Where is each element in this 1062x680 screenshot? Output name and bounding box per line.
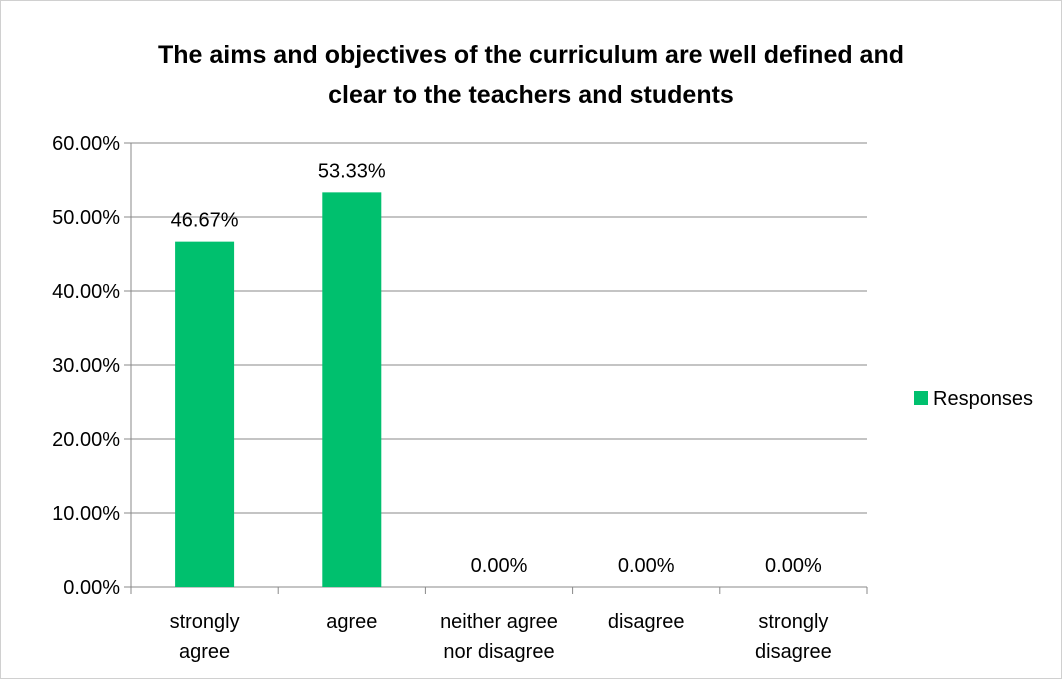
y-tick-label: 20.00% — [52, 429, 120, 451]
x-category-label: disagree — [755, 641, 832, 663]
y-tick-label: 10.00% — [52, 503, 120, 525]
data-label: 46.67% — [171, 210, 239, 232]
bars — [175, 192, 382, 587]
bar — [175, 241, 235, 587]
x-category-label: neither agree — [440, 611, 558, 633]
x-category-label: strongly — [758, 611, 828, 633]
chart-title: The aims and objectives of the curriculu… — [91, 35, 971, 115]
y-tick-label: 60.00% — [52, 133, 120, 155]
x-category-label: agree — [179, 641, 230, 663]
x-category-label: nor disagree — [443, 641, 554, 663]
gridlines — [131, 142, 867, 514]
x-category-label: agree — [326, 611, 377, 633]
data-label: 0.00% — [765, 555, 822, 577]
chart-title-line-2: clear to the teachers and students — [328, 81, 734, 109]
data-label: 0.00% — [471, 555, 528, 577]
labels: 0.00% 10.00% 20.00% 30.00% 40.00% 50.00% 60.00… — [52, 133, 832, 663]
bar — [322, 192, 382, 587]
y-tick-label: 30.00% — [52, 355, 120, 377]
legend: Responses — [914, 388, 1033, 410]
chart-title-line-1: The aims and objectives of the curriculu… — [157, 41, 905, 69]
axes — [124, 142, 868, 594]
data-label: 0.00% — [618, 555, 675, 577]
legend-label: Responses — [933, 388, 1033, 410]
y-tick-label: 0.00% — [63, 577, 120, 599]
legend-swatch — [914, 391, 928, 405]
x-category-label: disagree — [608, 611, 685, 633]
y-tick-label: 50.00% — [52, 207, 120, 229]
y-tick-label: 40.00% — [52, 281, 120, 303]
x-category-label: strongly — [170, 611, 240, 633]
data-label: 53.33% — [318, 160, 386, 182]
